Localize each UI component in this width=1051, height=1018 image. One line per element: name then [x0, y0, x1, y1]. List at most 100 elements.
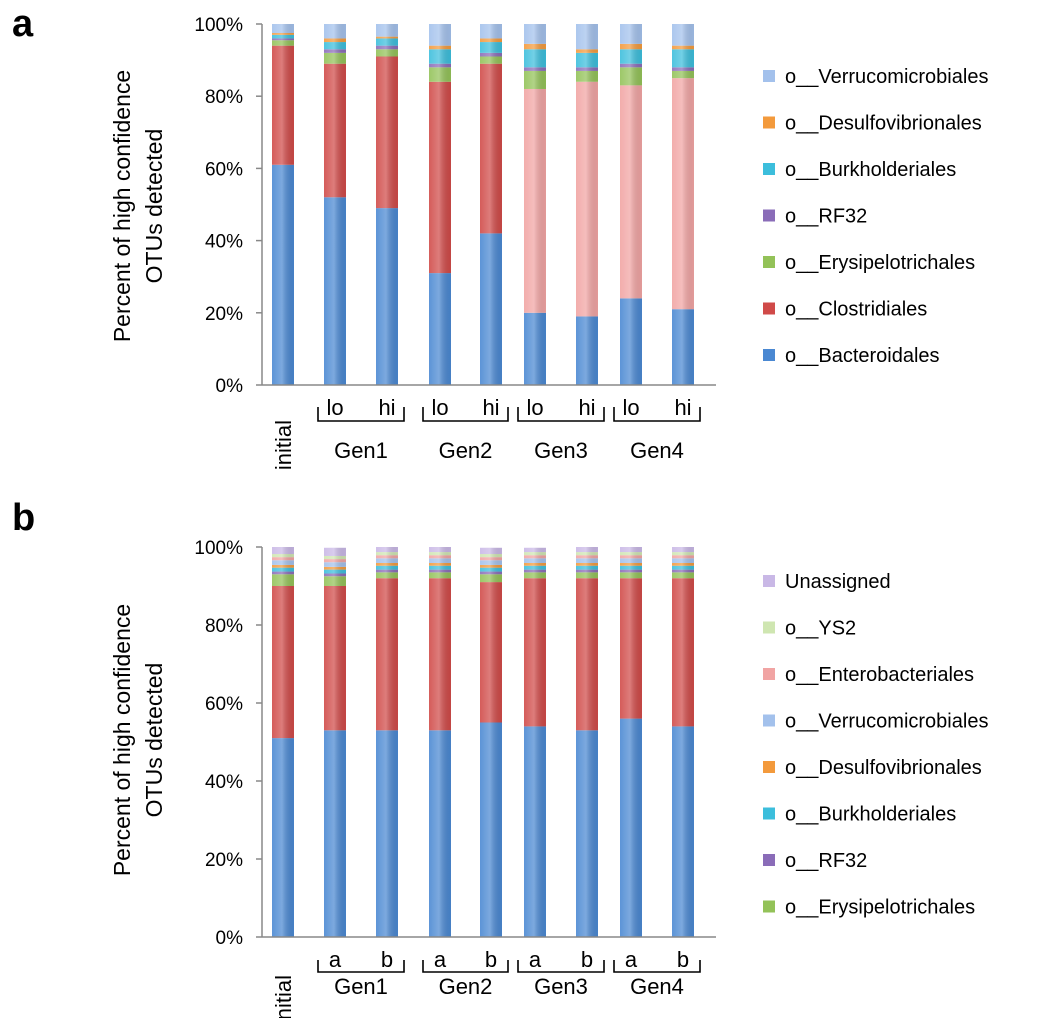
panel-a-groups: Gen1 Gen2 Gen3 Gen4 [317, 407, 701, 463]
bar-highlight [324, 547, 346, 937]
group-bracket [517, 407, 605, 422]
legend-label: o__YS2 [785, 618, 856, 640]
bar-highlight [376, 547, 398, 937]
bar-stack [480, 24, 502, 385]
category-label-initial: initial [271, 975, 296, 1018]
legend-label: o__Verrucomicrobiales [785, 711, 988, 733]
bar-highlight [576, 24, 598, 385]
bar-stack [272, 24, 294, 385]
bar-highlight [324, 24, 346, 385]
y-tick-label: 60% [205, 159, 243, 180]
legend-label: o__Desulfovibrionales [785, 757, 982, 779]
category-label: hi [378, 395, 395, 420]
bar-stack [429, 24, 451, 385]
legend-swatch [763, 302, 775, 315]
legend-label: o__Verrucomicrobiales [785, 66, 988, 88]
bar-stack [480, 547, 502, 937]
legend-label: o__Erysipelotrichales [785, 897, 975, 919]
legend-swatch [763, 116, 775, 129]
bar-highlight [524, 24, 546, 385]
bar-highlight [272, 547, 294, 937]
category-label: b [485, 947, 497, 972]
category-label: a [434, 947, 447, 972]
category-label: hi [482, 395, 499, 420]
panel-a-ylabel-line1: Percent of high confidence [109, 70, 135, 342]
panel-a-yticks: 0% 20% 40% 60% 80% 100% [194, 15, 262, 397]
group-label: Gen4 [630, 974, 684, 999]
panel-a-categories: initial lo hi lo hi lo hi lo hi [271, 395, 692, 470]
bar-stack [376, 547, 398, 937]
panel-a-ylabel-line2: OTUs detected [141, 129, 167, 284]
y-tick-label: 80% [205, 87, 243, 108]
legend-label: o__Burkholderiales [785, 159, 956, 181]
legend-label: o__RF32 [785, 206, 867, 228]
bar-highlight [576, 547, 598, 937]
y-tick-label: 100% [194, 538, 243, 559]
group-label: Gen3 [534, 974, 588, 999]
bar-stack [620, 24, 642, 385]
group-bracket [422, 407, 509, 422]
bar-stack [620, 547, 642, 937]
group-label: Gen1 [334, 438, 388, 463]
group-label: Gen3 [534, 438, 588, 463]
legend-swatch [763, 163, 775, 175]
group-bracket [613, 960, 701, 973]
legend-label: o__Desulfovibrionales [785, 113, 982, 135]
category-label: lo [622, 395, 639, 420]
legend-swatch [763, 209, 775, 222]
category-label: lo [326, 395, 343, 420]
bar-highlight [672, 547, 694, 937]
bar-stack [324, 24, 346, 385]
bar-stack [524, 24, 546, 385]
category-label: lo [431, 395, 448, 420]
category-label: lo [526, 395, 543, 420]
legend-swatch [763, 714, 775, 727]
y-tick-label: 40% [205, 772, 243, 793]
bar-stack [429, 547, 451, 937]
legend-swatch [763, 854, 775, 866]
legend-swatch [763, 256, 775, 268]
bar-highlight [480, 547, 502, 937]
y-tick-label: 0% [216, 376, 244, 397]
y-tick-label: 80% [205, 616, 243, 637]
group-bracket [517, 960, 605, 973]
category-label: a [529, 947, 542, 972]
group-bracket [317, 407, 405, 422]
category-label: hi [578, 395, 595, 420]
panel-b-ylabel-line1: Percent of high confidence [109, 604, 135, 876]
panel-b: b Percent of high confidence OTUs detect… [12, 497, 988, 1018]
category-label-initial: initial [271, 420, 296, 470]
category-label: a [625, 947, 638, 972]
panel-a-legend: o__Verrucomicrobiales o__Desulfovibrional… [763, 66, 988, 367]
legend-label: o__Enterobacteriales [785, 664, 974, 686]
panel-b-groups: Gen1 Gen2 Gen3 Gen4 [317, 960, 701, 999]
panel-b-ylabel-line2: OTUs detected [141, 663, 167, 818]
group-bracket [317, 960, 405, 973]
bar-stack [672, 547, 694, 937]
y-tick-label: 40% [205, 232, 243, 253]
bar-highlight [429, 547, 451, 937]
y-tick-label: 100% [194, 15, 243, 36]
bar-stack [576, 547, 598, 937]
legend-label: o__RF32 [785, 850, 867, 872]
panel-b-legend: Unassigned o__YS2 o__Enterobacteriales o__V… [763, 571, 988, 919]
legend-label: Unassigned [785, 571, 891, 593]
bar-highlight [376, 24, 398, 385]
y-tick-label: 0% [216, 928, 244, 949]
legend-swatch [763, 761, 775, 773]
bar-stack [376, 24, 398, 385]
legend-swatch [763, 70, 775, 82]
panel-b-letter: b [12, 497, 35, 539]
group-label: Gen2 [439, 438, 493, 463]
bar-stack [672, 24, 694, 385]
group-label: Gen1 [334, 974, 388, 999]
bar-highlight [620, 547, 642, 937]
bar-highlight [480, 24, 502, 385]
legend-label: o__Clostridiales [785, 299, 927, 321]
category-label: b [677, 947, 689, 972]
group-bracket [422, 960, 509, 973]
legend-swatch [763, 807, 775, 820]
group-label: Gen2 [439, 974, 493, 999]
category-label: hi [674, 395, 691, 420]
